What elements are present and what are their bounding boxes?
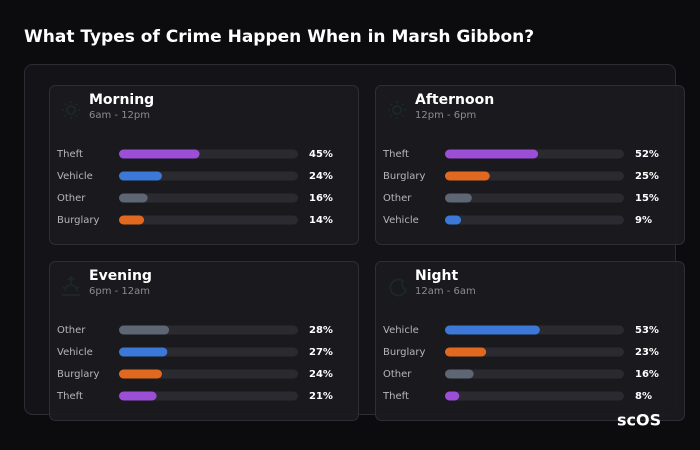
category-label: Vehicle bbox=[383, 325, 419, 336]
value-label: 16% bbox=[635, 369, 659, 380]
bar-track bbox=[445, 369, 624, 379]
category-label: Vehicle bbox=[383, 215, 419, 226]
category-label: Vehicle bbox=[57, 347, 93, 358]
bar bbox=[445, 369, 474, 379]
bar bbox=[445, 149, 539, 159]
bar bbox=[119, 325, 170, 335]
brand-logo: scOS bbox=[617, 411, 661, 430]
bar-track bbox=[445, 171, 624, 181]
bar bbox=[445, 171, 490, 181]
bar bbox=[119, 171, 162, 181]
bar-track bbox=[119, 215, 298, 225]
bar bbox=[119, 215, 145, 225]
bar bbox=[119, 193, 148, 203]
bar bbox=[445, 325, 540, 335]
category-label: Burglary bbox=[57, 369, 99, 380]
category-label: Vehicle bbox=[57, 171, 93, 182]
panel: Afternoon 12pm - 6pm Theft 52% Burglary 25% Ot… bbox=[375, 85, 685, 245]
bar-track bbox=[119, 369, 298, 379]
category-label: Other bbox=[383, 369, 412, 380]
bar bbox=[445, 391, 460, 401]
panel-card bbox=[375, 85, 685, 245]
value-label: 25% bbox=[635, 171, 659, 182]
value-label: 15% bbox=[635, 193, 659, 204]
category-label: Burglary bbox=[383, 347, 425, 358]
bar bbox=[119, 149, 200, 159]
bar-track bbox=[119, 171, 298, 181]
value-label: 28% bbox=[309, 325, 333, 336]
bar-track bbox=[445, 215, 624, 225]
panel-title: Evening bbox=[89, 268, 152, 284]
category-label: Other bbox=[57, 325, 86, 336]
value-label: 45% bbox=[309, 149, 333, 160]
panel-subtitle: 6pm - 12am bbox=[89, 286, 150, 297]
bar-track bbox=[445, 391, 624, 401]
category-label: Other bbox=[383, 193, 412, 204]
panel-title: Morning bbox=[89, 92, 154, 108]
bar-track bbox=[119, 193, 298, 203]
bar-track bbox=[445, 347, 624, 357]
category-label: Other bbox=[57, 193, 86, 204]
value-label: 53% bbox=[635, 325, 659, 336]
value-label: 24% bbox=[309, 369, 333, 380]
value-label: 27% bbox=[309, 347, 333, 358]
panel-card bbox=[49, 261, 359, 421]
panel-card bbox=[49, 85, 359, 245]
value-label: 52% bbox=[635, 149, 659, 160]
category-label: Theft bbox=[382, 391, 409, 402]
panel-subtitle: 12am - 6am bbox=[415, 286, 476, 297]
value-label: 21% bbox=[309, 391, 333, 402]
value-label: 16% bbox=[309, 193, 333, 204]
value-label: 8% bbox=[635, 391, 652, 402]
bar bbox=[445, 347, 487, 357]
category-label: Theft bbox=[56, 391, 83, 402]
panel: Night 12am - 6am Vehicle 53% Burglary 23% Othe… bbox=[375, 261, 685, 421]
panel-title: Afternoon bbox=[415, 92, 494, 108]
panel: Evening 6pm - 12am Other 28% Vehicle 27% Burgl… bbox=[49, 261, 359, 421]
bar bbox=[445, 215, 462, 225]
panel-title: Night bbox=[415, 268, 459, 284]
bar-track bbox=[119, 391, 298, 401]
bar bbox=[445, 193, 472, 203]
category-label: Burglary bbox=[57, 215, 99, 226]
panel-card bbox=[375, 261, 685, 421]
bar bbox=[119, 369, 162, 379]
page-title: What Types of Crime Happen When in Marsh… bbox=[24, 27, 534, 47]
panel-subtitle: 12pm - 6pm bbox=[415, 110, 476, 121]
panel: Morning 6am - 12pm Theft 45% Vehicle 24% Other… bbox=[49, 85, 359, 245]
value-label: 23% bbox=[635, 347, 659, 358]
panel-subtitle: 6am - 12pm bbox=[89, 110, 150, 121]
value-label: 24% bbox=[309, 171, 333, 182]
category-label: Theft bbox=[56, 149, 83, 160]
bar-track bbox=[445, 193, 624, 203]
bar bbox=[119, 347, 168, 357]
category-label: Theft bbox=[382, 149, 409, 160]
bar bbox=[119, 391, 157, 401]
value-label: 14% bbox=[309, 215, 333, 226]
value-label: 9% bbox=[635, 215, 652, 226]
category-label: Burglary bbox=[383, 171, 425, 182]
